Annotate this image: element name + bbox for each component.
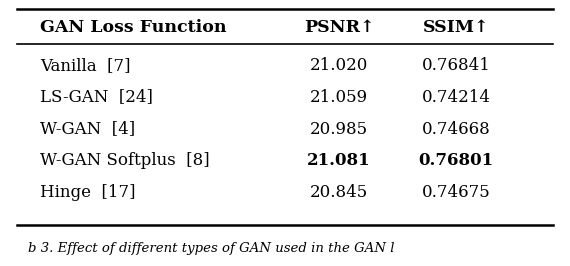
Text: b 3. Effect of different types of GAN used in the GAN l: b 3. Effect of different types of GAN us… <box>28 242 395 255</box>
Text: 21.059: 21.059 <box>310 89 368 106</box>
Text: 0.74214: 0.74214 <box>421 89 491 106</box>
Text: Hinge  [17]: Hinge [17] <box>40 184 136 201</box>
Text: W-GAN Softplus  [8]: W-GAN Softplus [8] <box>40 152 210 169</box>
Text: 21.081: 21.081 <box>307 152 371 169</box>
Text: Vanilla  [7]: Vanilla [7] <box>40 57 131 74</box>
Text: LS-GAN  [24]: LS-GAN [24] <box>40 89 153 106</box>
Text: 21.020: 21.020 <box>310 57 368 74</box>
Text: PSNR↑: PSNR↑ <box>304 19 374 36</box>
Text: 0.76841: 0.76841 <box>422 57 490 74</box>
Text: 20.985: 20.985 <box>310 120 368 138</box>
Text: 20.845: 20.845 <box>310 184 368 201</box>
Text: SSIM↑: SSIM↑ <box>423 19 489 36</box>
Text: 0.74675: 0.74675 <box>422 184 490 201</box>
Text: W-GAN  [4]: W-GAN [4] <box>40 120 135 138</box>
Text: 0.74668: 0.74668 <box>422 120 490 138</box>
Text: GAN Loss Function: GAN Loss Function <box>40 19 226 36</box>
Text: 0.76801: 0.76801 <box>418 152 494 169</box>
